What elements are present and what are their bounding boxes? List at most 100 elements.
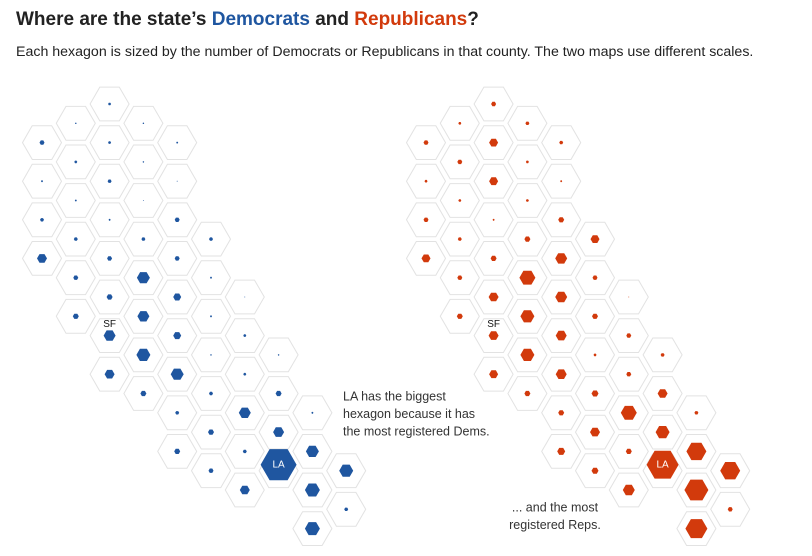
county-hexagon <box>489 370 499 379</box>
county-hexagon <box>238 407 251 418</box>
county-hexagon <box>620 405 637 420</box>
county-hexagon <box>590 427 600 437</box>
county-hexagon <box>243 372 247 376</box>
annotation: the most registered Dems. <box>343 424 490 438</box>
county-hexagon <box>142 200 144 201</box>
county-hexagon <box>142 161 145 163</box>
county-hexagon <box>626 372 632 377</box>
county-hexagon <box>176 180 178 182</box>
county-hexagon <box>40 218 44 222</box>
county-hexagon <box>305 445 319 457</box>
county-hexagon <box>108 102 112 106</box>
county-hexagon <box>491 101 497 107</box>
county-hexagon <box>591 390 599 397</box>
county-hexagon <box>657 389 668 398</box>
county-hexagon <box>275 390 282 397</box>
title-rep: Republicans <box>354 9 467 30</box>
county-hexagon <box>242 449 247 454</box>
county-hexagon <box>173 332 182 340</box>
county-hexagon <box>488 292 499 302</box>
county-hexagon <box>75 122 77 124</box>
county-hexagon <box>136 348 151 361</box>
county-hexagon <box>210 276 212 279</box>
county-hexagon <box>525 121 530 125</box>
county-hexagon <box>239 485 250 495</box>
sf-label: SF <box>487 319 500 330</box>
county-hexagon <box>456 313 463 319</box>
county-hexagon <box>41 180 43 183</box>
county-hexagon <box>209 237 213 241</box>
county-hexagon <box>423 217 429 222</box>
title-dem: Democrats <box>212 9 310 30</box>
county-hexagon <box>108 218 111 221</box>
county-hexagon <box>37 254 47 263</box>
county-hexagon <box>457 237 462 241</box>
county-hexagon <box>555 253 568 264</box>
county-hexagon <box>720 462 741 480</box>
county-hexagon <box>175 411 180 415</box>
county-hexagon <box>244 296 246 298</box>
subtitle: Each hexagon is sized by the number of D… <box>16 44 753 60</box>
county-hexagon <box>311 411 314 414</box>
county-hexagon <box>660 353 665 357</box>
county-hexagon <box>304 483 320 497</box>
county-hexagon <box>592 313 598 319</box>
la-label: LA <box>272 459 285 470</box>
annotation: ... and the most <box>512 500 599 514</box>
county-hexagon <box>655 426 670 439</box>
county-hexagon <box>107 256 113 261</box>
annotation: registered Reps. <box>509 518 601 532</box>
county-hexagon <box>243 334 247 337</box>
county-hexagon <box>174 448 181 454</box>
county-hexagon <box>646 450 679 479</box>
county-hexagon <box>626 333 632 338</box>
county-hexagon <box>520 310 535 323</box>
county-hexagon <box>592 275 598 280</box>
county-hexagon <box>210 354 212 356</box>
county-hexagon <box>173 293 182 301</box>
title-middle: and <box>310 9 354 30</box>
county-hexagon <box>137 311 150 322</box>
county-hexagon <box>457 275 463 280</box>
county-hexagon <box>557 447 566 455</box>
county-hexagon <box>625 448 632 454</box>
county-hexagon <box>273 427 285 437</box>
county-hexagon <box>524 236 531 242</box>
county-hexagon <box>555 330 567 341</box>
county-hexagon <box>140 390 147 397</box>
county-hexagon <box>458 122 462 125</box>
county-hexagon <box>559 140 564 145</box>
county-hexagon <box>103 330 116 341</box>
county-hexagon <box>558 217 565 223</box>
county-hexagon <box>106 294 113 300</box>
county-hexagon <box>555 369 567 379</box>
county-hexagon <box>686 442 707 461</box>
county-hexagon <box>176 141 179 144</box>
county-hexagon <box>208 429 214 435</box>
county-hexagon <box>558 410 565 416</box>
county-hexagon <box>622 484 635 496</box>
county-hexagon <box>519 270 536 285</box>
title-end: ? <box>467 9 479 30</box>
county-hexagon <box>423 140 429 145</box>
county-hexagon <box>524 390 531 397</box>
county-hexagon <box>174 256 180 261</box>
county-hexagon <box>141 237 146 241</box>
county-hexagon <box>591 467 599 474</box>
county-hexagon <box>73 237 78 241</box>
county-hexagon <box>421 254 431 263</box>
hex-map: SF LA ... and the most registered Reps. <box>405 86 751 546</box>
county-hexagon <box>520 348 535 361</box>
title: Where are the state’s Democrats and Repu… <box>16 9 479 30</box>
county-hexagon <box>525 160 529 164</box>
county-hexagon <box>555 291 568 303</box>
sf-label: SF <box>103 319 116 330</box>
county-hexagon <box>108 141 112 144</box>
hex-map: SF LA LA has the biggest hexagon because it… <box>21 86 490 546</box>
annotation: hexagon because it has <box>343 407 475 421</box>
maps: SF LA LA has the biggest hexagon because it… <box>21 86 751 546</box>
county-hexagon <box>74 199 77 202</box>
county-hexagon <box>560 180 563 183</box>
county-hexagon <box>304 522 320 536</box>
